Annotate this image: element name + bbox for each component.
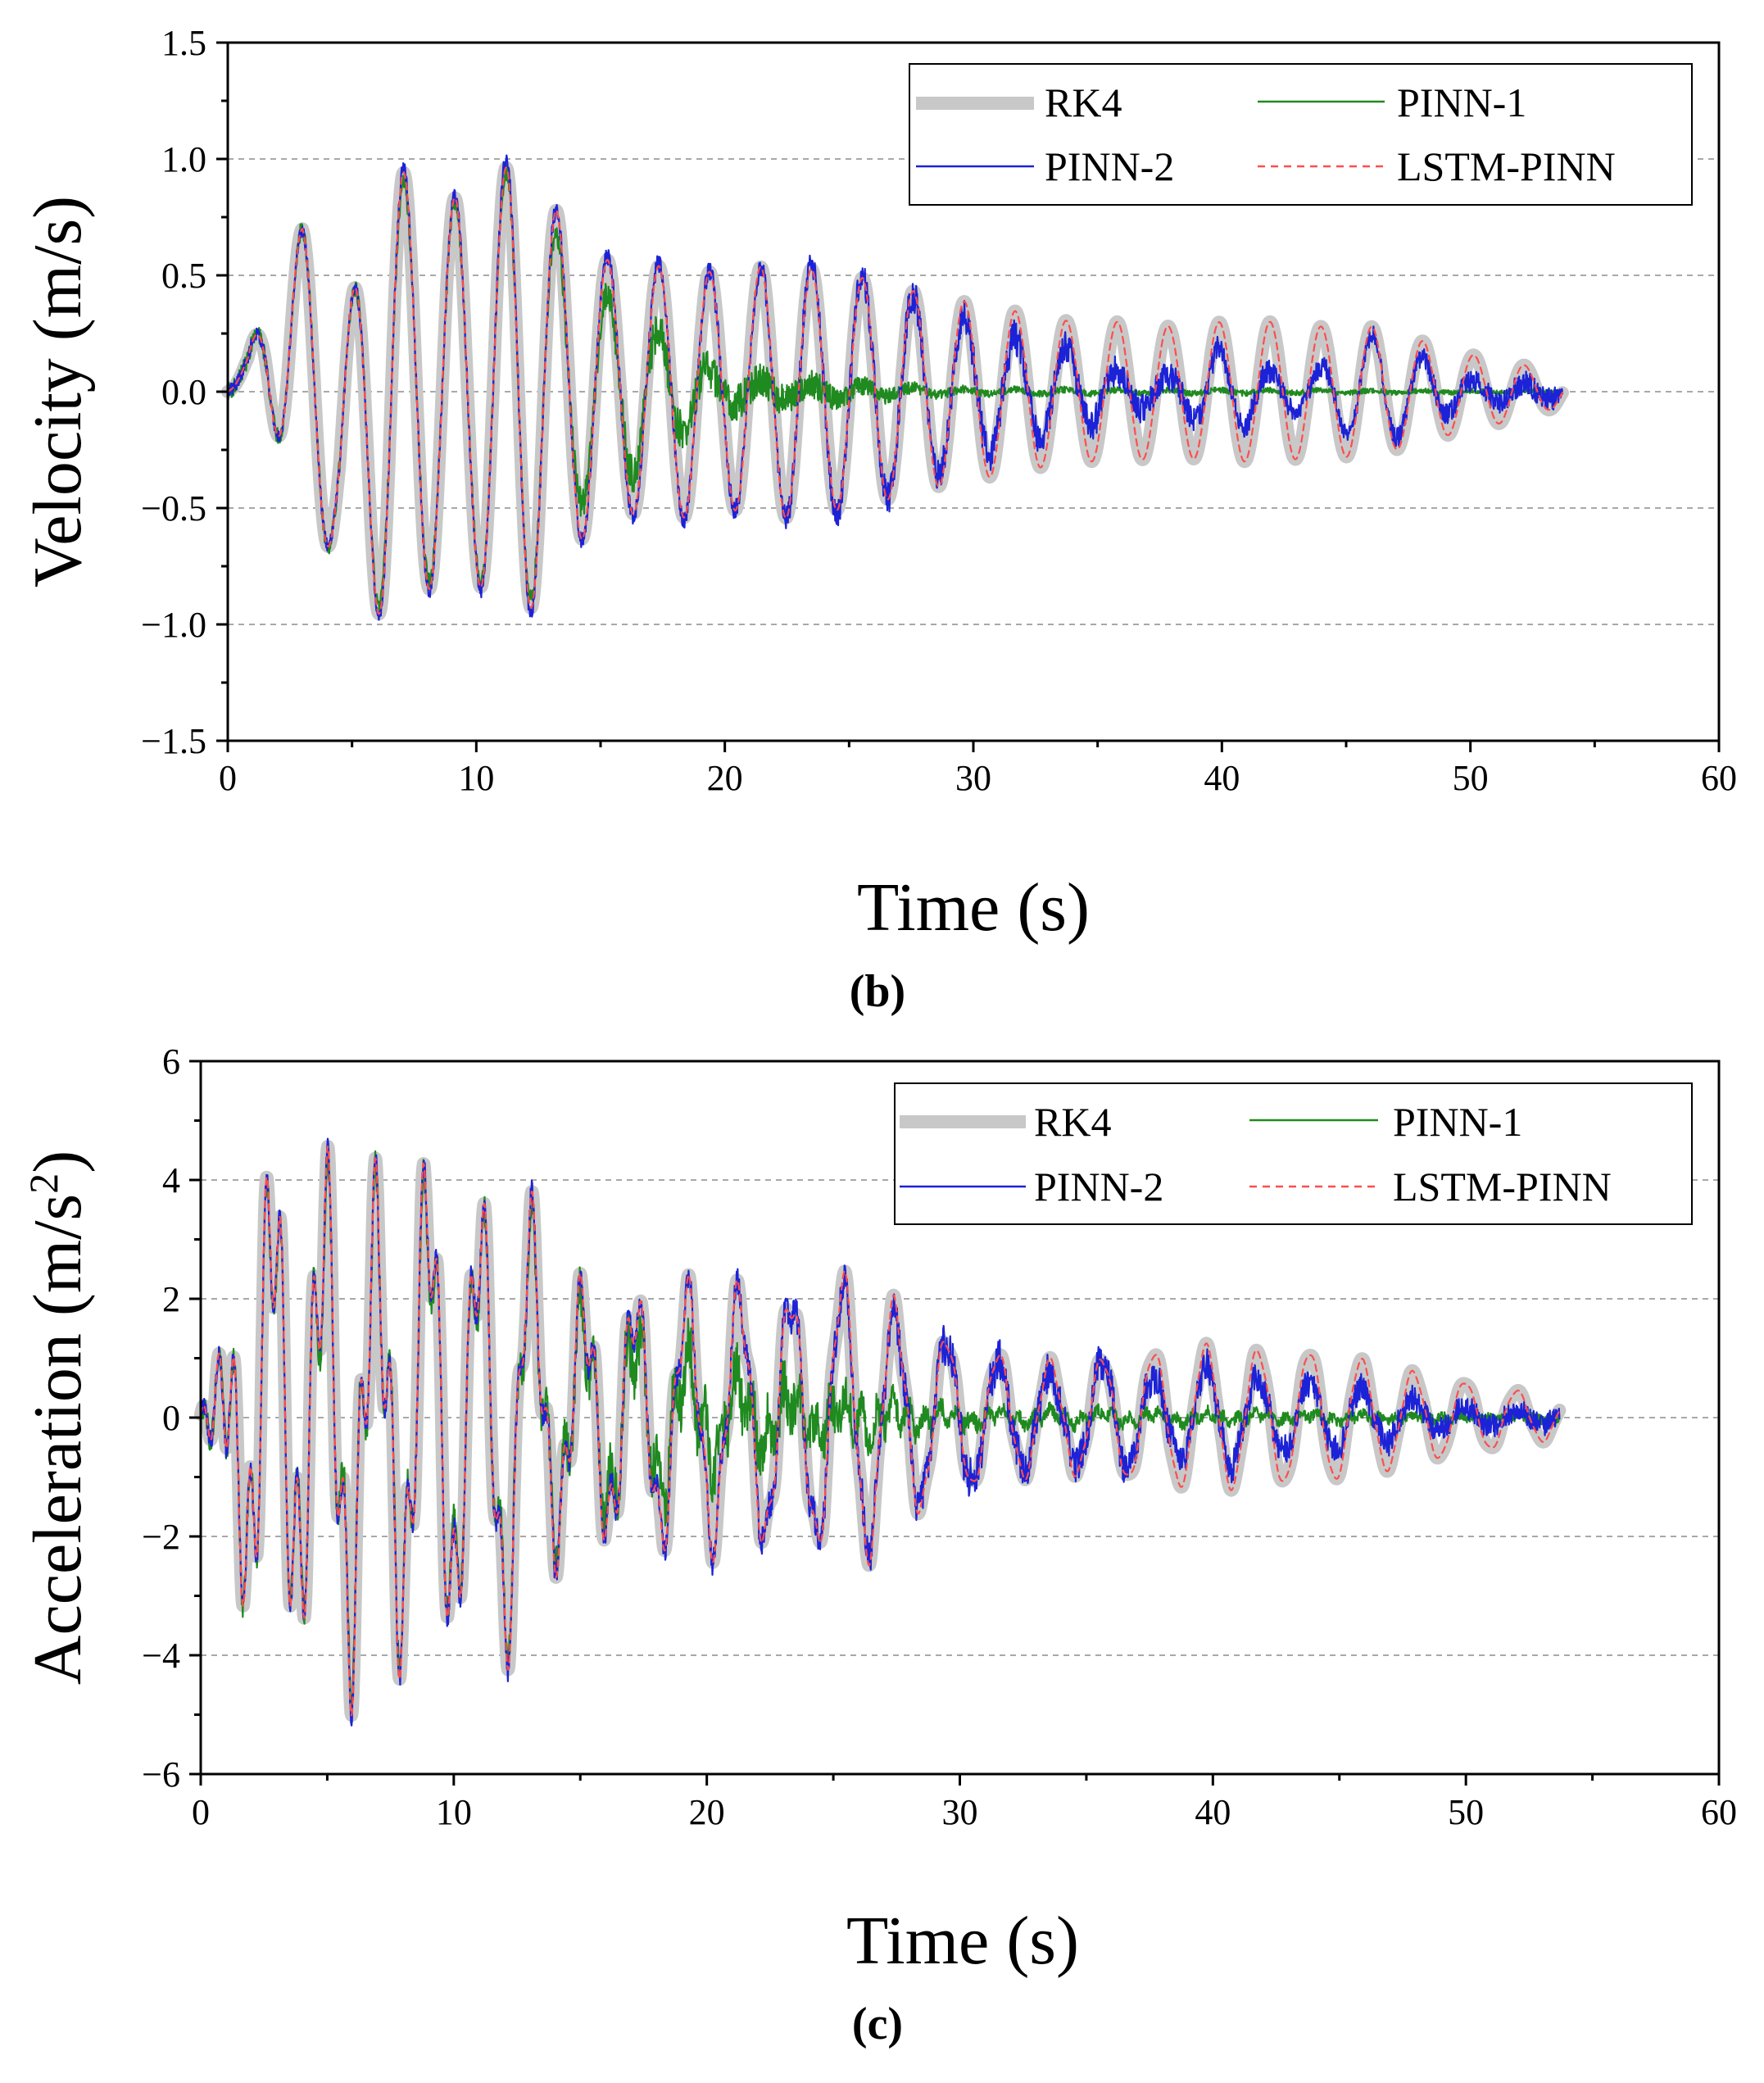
acceleration-y-axis-title: Acceleration (m/s2) (20, 1150, 96, 1685)
velocity-y-tick-label: 1.5 (161, 23, 206, 63)
velocity-y-tick-label: 0.5 (161, 256, 206, 296)
acceleration-ticks: 0 10 20 30 40 50 60 −6 −4 −2 0 2 4 6 (142, 1042, 1737, 1832)
acceleration-legend-box (894, 1082, 1693, 1225)
velocity-y-tick-label: −0.5 (141, 488, 206, 529)
velocity-y-tick-label: −1.5 (141, 721, 206, 761)
velocity-x-tick-label: 40 (1204, 758, 1240, 798)
velocity-x-tick-label: 30 (955, 758, 991, 798)
legend-label-pinn-1: PINN-1 (1393, 1099, 1522, 1145)
velocity-y-tick-label: 0.0 (161, 372, 206, 412)
acceleration-y-tick-label: −6 (142, 1754, 180, 1795)
velocity-series-layer (221, 154, 1569, 621)
panel-label-b: (b) (850, 966, 905, 1017)
acceleration-y-tick-label: 6 (162, 1042, 180, 1082)
velocity-y-axis-title: Velocity (m/s) (20, 196, 96, 588)
acceleration-x-tick-label: 20 (689, 1792, 725, 1832)
acceleration-x-axis-title: Time (s) (846, 1903, 1079, 1979)
velocity-ticks: 0 10 20 30 40 50 60 −1.5 −1.0 −0.5 0.0 0.5 1.0 1.5 (141, 23, 1737, 798)
velocity-x-tick-label: 20 (707, 758, 743, 798)
velocity-x-tick-label: 10 (458, 758, 494, 798)
acceleration-x-tick-label: 40 (1195, 1792, 1231, 1832)
acceleration-y-tick-label: −4 (142, 1636, 180, 1676)
acceleration-x-tick-label: 10 (436, 1792, 472, 1832)
acceleration-y-tick-label: 2 (162, 1279, 180, 1319)
acceleration-chart: 0 10 20 30 40 50 60 −6 −4 −2 0 2 4 6 Acceleration (m/… (20, 1042, 1737, 2049)
legend-label-lstm-pinn: LSTM-PINN (1397, 143, 1616, 189)
velocity-x-tick-label: 60 (1701, 758, 1737, 798)
legend-label-pinn-2: PINN-2 (1034, 1164, 1163, 1209)
velocity-x-tick-label: 0 (219, 758, 237, 798)
acceleration-x-tick-label: 50 (1448, 1792, 1484, 1832)
velocity-y-tick-label: −1.0 (141, 605, 206, 645)
velocity-legend: RK4 PINN-1 PINN-2 LSTM-PINN (909, 63, 1693, 206)
legend-label-rk4: RK4 (1045, 79, 1122, 125)
legend-label-rk4: RK4 (1034, 1099, 1111, 1145)
velocity-y-tick-label: 1.0 (161, 139, 206, 179)
velocity-chart: 0 10 20 30 40 50 60 −1.5 −1.0 −0.5 0.0 0.5 1.0 1.5 Ve… (20, 23, 1737, 1017)
acceleration-y-tick-label: 4 (162, 1160, 180, 1200)
acceleration-x-tick-label: 30 (942, 1792, 978, 1832)
legend-label-pinn-1: PINN-1 (1397, 79, 1526, 125)
acceleration-x-tick-label: 60 (1701, 1792, 1737, 1832)
velocity-x-axis-title: Time (s) (857, 869, 1090, 946)
acceleration-series-layer (194, 1137, 1567, 1727)
velocity-series-lstm-pinn (226, 166, 1564, 615)
acceleration-y-tick-label: 0 (162, 1398, 180, 1438)
legend-label-lstm-pinn: LSTM-PINN (1393, 1164, 1612, 1209)
acceleration-legend: RK4 PINN-1 PINN-2 LSTM-PINN (894, 1082, 1693, 1225)
velocity-x-tick-label: 50 (1453, 758, 1489, 798)
acceleration-x-tick-label: 0 (192, 1792, 210, 1832)
panel-label-c: (c) (852, 1999, 903, 2049)
acceleration-series-lstm-pinn (199, 1145, 1561, 1717)
acceleration-y-tick-label: −2 (142, 1517, 180, 1557)
velocity-legend-box (909, 63, 1693, 206)
legend-label-pinn-2: PINN-2 (1045, 143, 1174, 189)
